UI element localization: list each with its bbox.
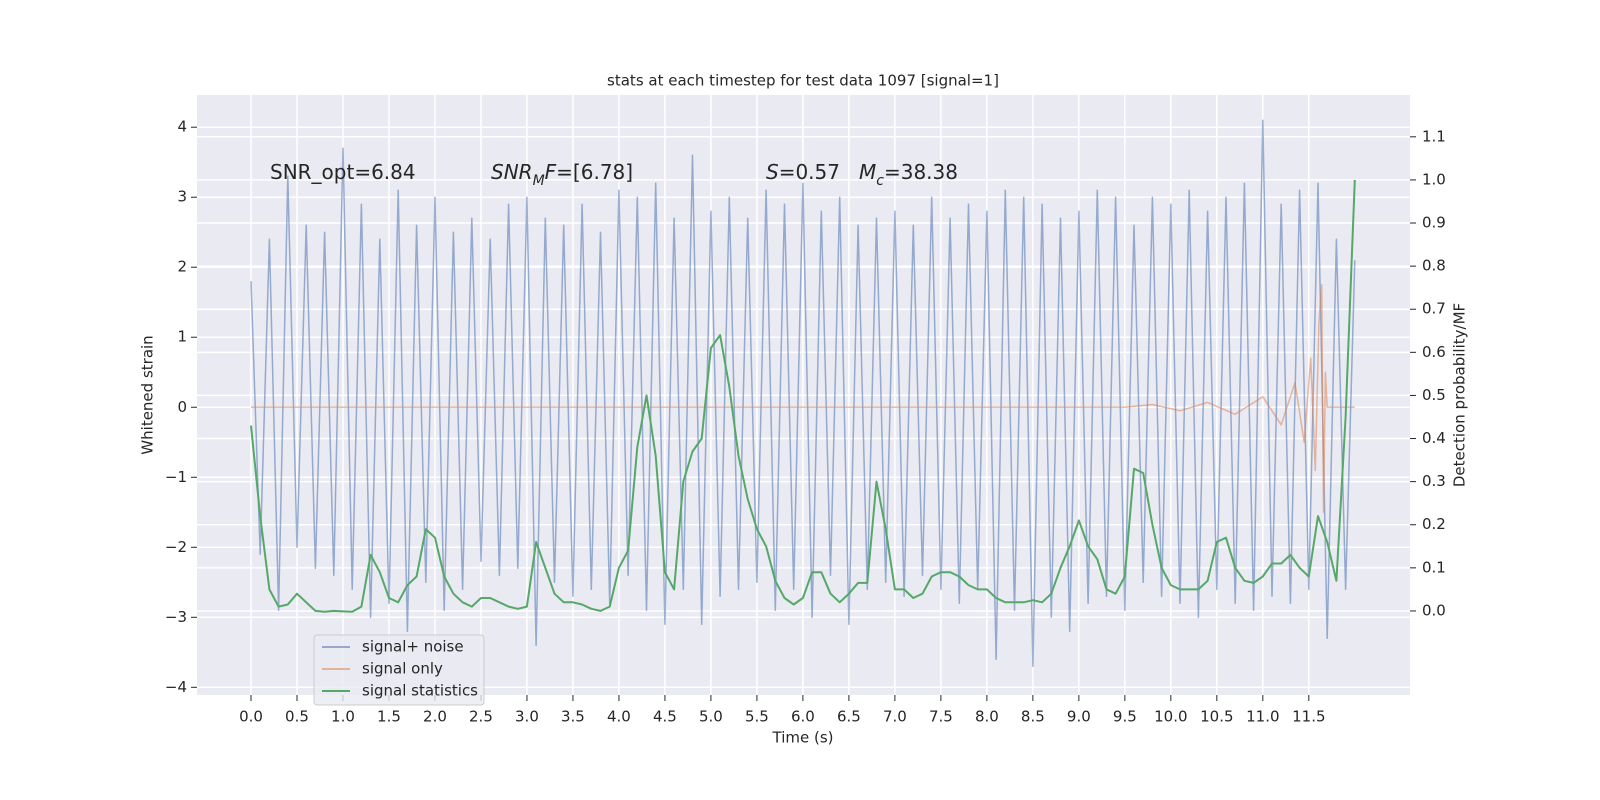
annotation: SNR_opt=6.84	[270, 160, 416, 184]
annotation-part: S	[766, 160, 779, 184]
annotation-part: F	[545, 160, 557, 184]
series-line	[250, 179, 1356, 613]
legend-label: signal only	[362, 660, 443, 678]
annotation: S=0.57	[766, 160, 840, 184]
y2-tick-label: 0.8	[1422, 257, 1446, 275]
annotation-part: M	[859, 160, 876, 184]
legend-box	[313, 634, 485, 706]
y-axis-label: Whitened strain	[139, 335, 157, 454]
x-tick-label: 10.5	[1200, 708, 1233, 726]
y2-tick-label: 0.3	[1422, 472, 1446, 490]
y2-tick-label: 1.0	[1422, 170, 1446, 188]
y-tick-label: 1	[177, 328, 187, 346]
annotation-part: =[6.78]	[556, 160, 633, 184]
y2-tick-label: 1.1	[1422, 127, 1446, 145]
y-tick-label: 0	[177, 398, 187, 416]
y2-tick-label: 0.2	[1422, 515, 1446, 533]
annotation-part: c	[876, 173, 884, 189]
x-tick-label: 4.5	[653, 708, 677, 726]
y2-tick-label: 0.9	[1422, 214, 1446, 232]
x-tick-label: 11.5	[1292, 708, 1325, 726]
x-tick-label: 7.0	[883, 708, 907, 726]
annotation-part: SNR	[491, 160, 533, 184]
y-tick-label: 3	[177, 188, 187, 206]
x-tick-label: 8.0	[975, 708, 999, 726]
annotation-part: M	[533, 173, 545, 189]
x-tick-label: 7.5	[929, 708, 953, 726]
y-tick-label: 4	[177, 118, 187, 136]
series-line	[251, 283, 1355, 514]
annotation-part: =0.57	[779, 160, 840, 184]
annotation: SNRMF=[6.78]	[491, 160, 633, 190]
y2-tick-label: 0.7	[1422, 300, 1446, 318]
annotation-part: SNR_opt=6.84	[270, 160, 416, 184]
y-tick-label: −3	[165, 608, 187, 626]
x-tick-label: 5.0	[699, 708, 723, 726]
x-tick-label: 1.0	[331, 708, 355, 726]
y2-tick-label: 0.5	[1422, 386, 1446, 404]
y2-tick-label: 0.4	[1422, 429, 1446, 447]
y2-tick-label: 0.6	[1422, 343, 1446, 361]
legend-label: signal statistics	[362, 682, 478, 700]
x-tick-label: 9.5	[1113, 708, 1137, 726]
chart-title: stats at each timestep for test data 109…	[607, 72, 999, 90]
x-tick-label: 11.0	[1246, 708, 1279, 726]
x-tick-label: 3.0	[515, 708, 539, 726]
legend-label: signal+ noise	[362, 638, 464, 656]
x-tick-label: 0.0	[239, 708, 263, 726]
x-tick-label: 9.0	[1067, 708, 1091, 726]
y-tick-label: −1	[165, 468, 187, 486]
x-tick-label: 10.0	[1154, 708, 1187, 726]
series-line	[250, 119, 1356, 668]
x-tick-label: 5.5	[745, 708, 769, 726]
x-tick-label: 8.5	[1021, 708, 1045, 726]
x-tick-label: 0.5	[285, 708, 309, 726]
x-tick-label: 1.5	[377, 708, 401, 726]
y-tick-label: −4	[165, 678, 187, 696]
y-tick-label: 2	[177, 258, 187, 276]
x-tick-label: 6.5	[837, 708, 861, 726]
y-tick-label: −2	[165, 538, 187, 556]
y2-tick-label: 0.1	[1422, 558, 1446, 576]
x-tick-label: 6.0	[791, 708, 815, 726]
y2-axis-label: Detection probability/MF	[1451, 303, 1469, 487]
x-tick-label: 2.5	[469, 708, 493, 726]
y2-tick-label: 0.0	[1422, 601, 1446, 619]
x-tick-label: 2.0	[423, 708, 447, 726]
x-tick-label: 4.0	[607, 708, 631, 726]
x-tick-label: 3.5	[561, 708, 585, 726]
annotation-part: =38.38	[884, 160, 958, 184]
x-axis-label: Time (s)	[772, 729, 834, 747]
annotation: Mc=38.38	[859, 160, 958, 190]
